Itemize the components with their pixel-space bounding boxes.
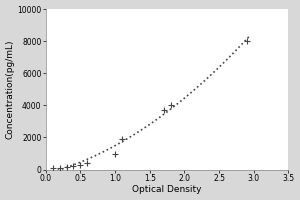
Point [71,164,76,167]
Point [113,153,118,156]
Point [64,165,69,169]
Point [85,161,90,164]
Point [78,163,83,166]
Point [244,40,249,43]
Point [50,167,55,170]
Point [57,166,62,169]
Y-axis label: Concentration(pg/mL): Concentration(pg/mL) [6,40,15,139]
Point [120,137,124,141]
Point [168,104,173,107]
Point [161,109,166,112]
X-axis label: Optical Density: Optical Density [132,185,202,194]
